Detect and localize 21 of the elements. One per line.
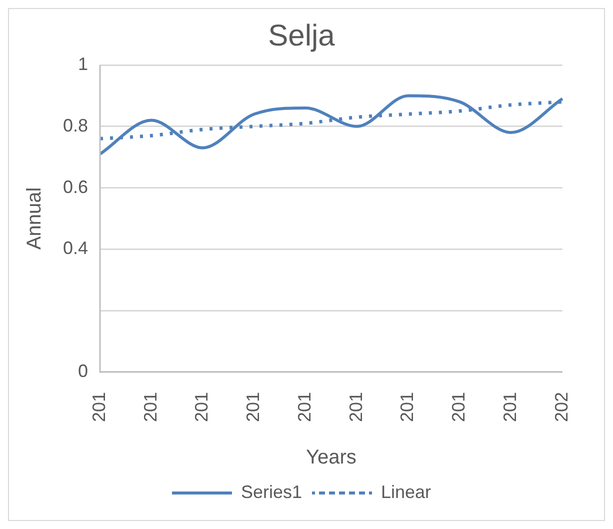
- line-series: [98, 94, 564, 156]
- x-tick-label: 201: [243, 392, 264, 422]
- x-tick-label: 201: [397, 392, 418, 422]
- y-tick-label: 0: [78, 360, 88, 381]
- x-tick-label: 202: [551, 392, 572, 422]
- x-tick-label: 201: [294, 392, 314, 422]
- y-tick-label: 0.6: [62, 176, 88, 197]
- legend-label: Series1: [240, 482, 302, 502]
- x-axis-title: Years: [306, 446, 356, 469]
- x-tick-label: 201: [140, 392, 160, 422]
- x-tick-label: 201: [448, 392, 469, 422]
- x-tick-label: 201: [500, 392, 520, 422]
- legend-label: Linear: [381, 482, 432, 502]
- y-axis-title: Annual: [24, 187, 46, 250]
- y-tick-label: 0.8: [62, 115, 88, 136]
- y-tick-label: 0.4: [62, 238, 88, 258]
- x-tick-label: 201: [88, 392, 109, 422]
- x-tick-label: 201: [346, 392, 366, 422]
- chart-title: Selja: [268, 19, 336, 52]
- x-tick-label: 201: [192, 392, 212, 422]
- y-tick-label: 1: [78, 54, 88, 74]
